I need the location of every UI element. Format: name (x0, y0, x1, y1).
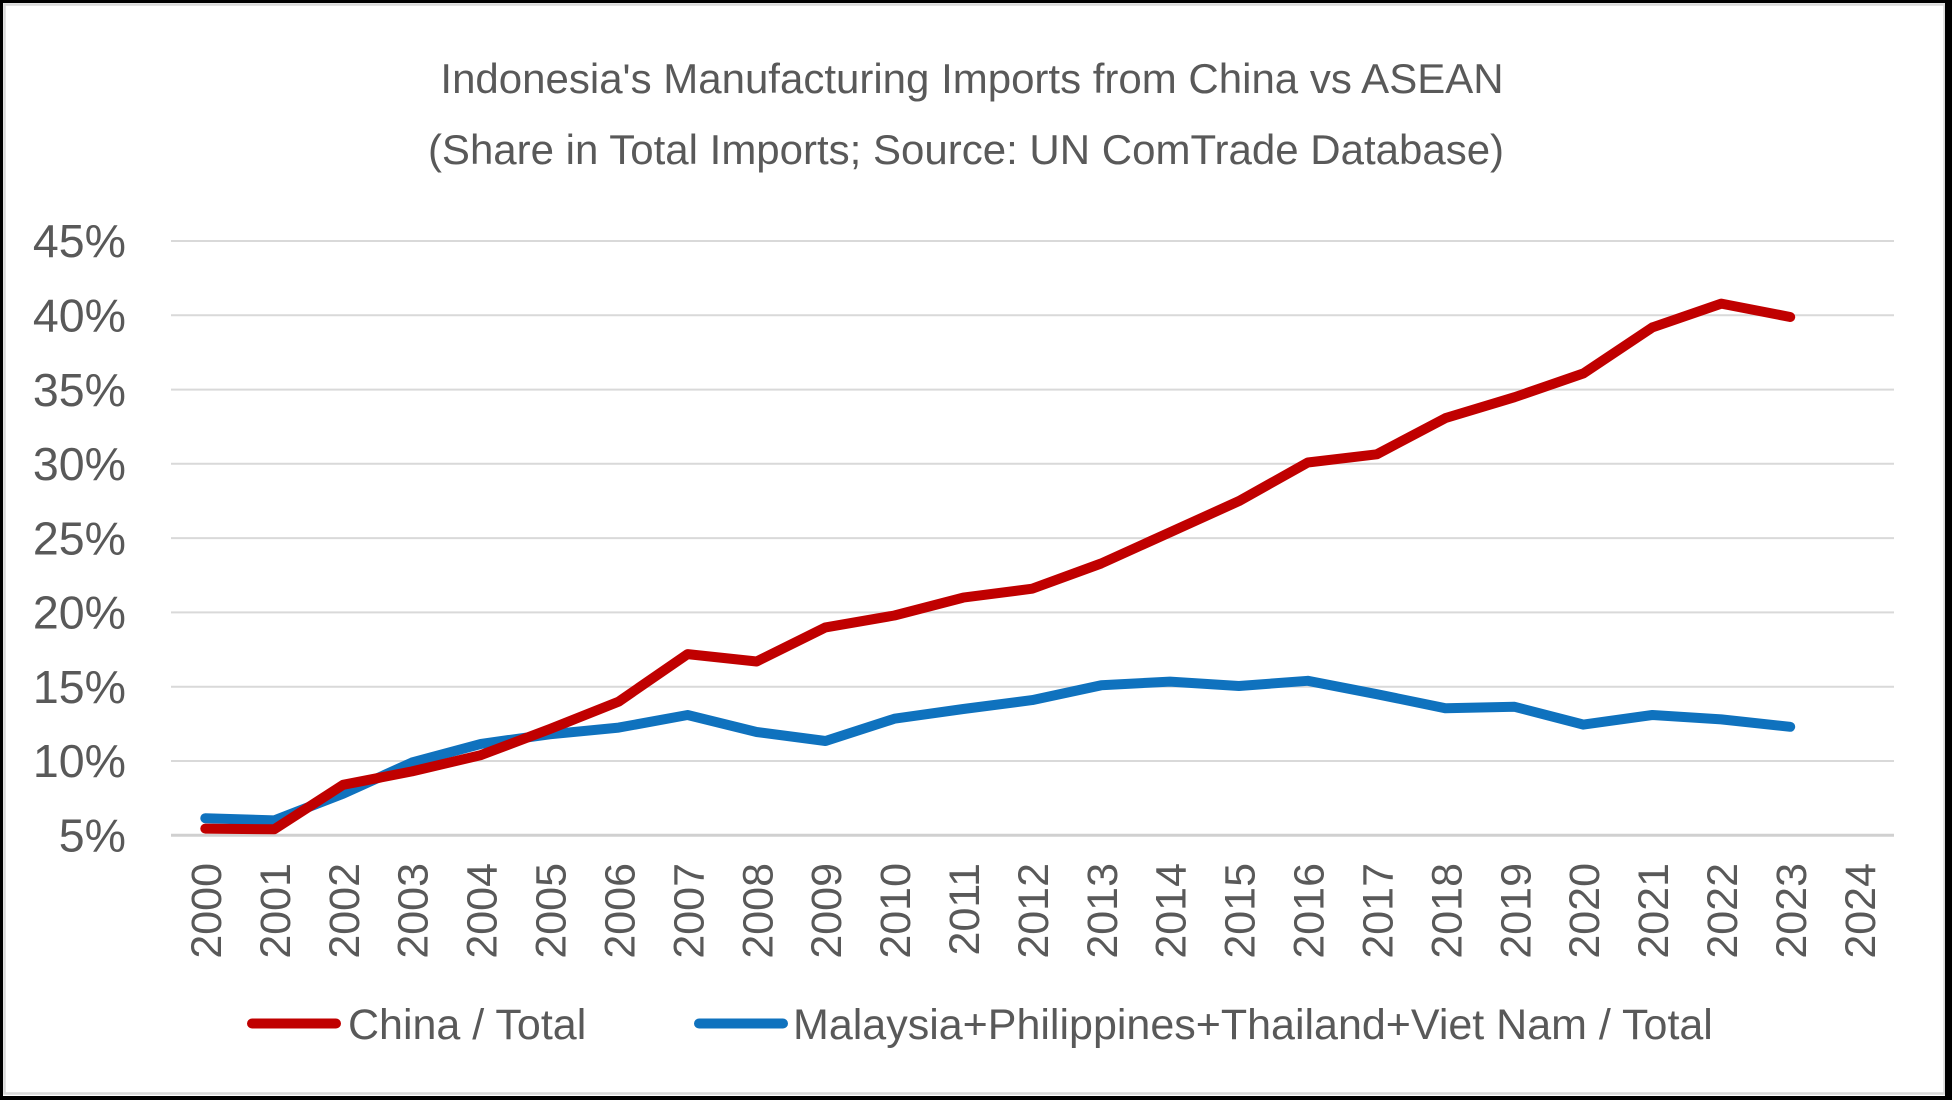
svg-text:15%: 15% (33, 661, 126, 713)
svg-text:2000: 2000 (183, 863, 231, 959)
svg-text:2016: 2016 (1286, 863, 1334, 959)
svg-text:2014: 2014 (1148, 863, 1196, 959)
svg-text:2001: 2001 (252, 863, 300, 959)
svg-text:45%: 45% (33, 215, 126, 267)
svg-text:China / Total: China / Total (348, 1001, 586, 1049)
svg-text:Indonesia's Manufacturing Impo: Indonesia's Manufacturing Imports from C… (440, 55, 1503, 102)
svg-text:10%: 10% (33, 735, 126, 787)
svg-text:2011: 2011 (941, 863, 989, 955)
svg-text:Malaysia+Philippines+Thailand+: Malaysia+Philippines+Thailand+Viet Nam /… (793, 1001, 1713, 1049)
svg-text:35%: 35% (33, 364, 126, 416)
svg-text:(Share in Total Imports; Sourc: (Share in Total Imports; Source: UN ComT… (428, 126, 1504, 173)
svg-text:2021: 2021 (1630, 863, 1678, 959)
svg-text:40%: 40% (33, 290, 126, 342)
svg-text:2005: 2005 (528, 863, 576, 959)
svg-text:2012: 2012 (1010, 863, 1058, 959)
svg-text:2020: 2020 (1561, 863, 1609, 959)
svg-text:2009: 2009 (803, 863, 851, 959)
svg-text:2008: 2008 (734, 863, 782, 959)
svg-text:2013: 2013 (1079, 863, 1127, 959)
svg-text:30%: 30% (33, 438, 126, 490)
svg-text:2004: 2004 (459, 863, 507, 959)
svg-text:2015: 2015 (1217, 863, 1265, 959)
svg-text:2019: 2019 (1492, 863, 1540, 959)
svg-text:2003: 2003 (390, 863, 438, 959)
svg-text:2022: 2022 (1699, 863, 1747, 959)
svg-text:2010: 2010 (872, 863, 920, 959)
svg-text:2006: 2006 (596, 863, 644, 959)
svg-text:2018: 2018 (1423, 863, 1471, 959)
svg-text:20%: 20% (33, 587, 126, 639)
svg-text:5%: 5% (59, 809, 126, 861)
svg-text:2007: 2007 (665, 863, 713, 959)
svg-text:2017: 2017 (1355, 863, 1403, 959)
svg-text:2024: 2024 (1837, 863, 1885, 959)
svg-text:2002: 2002 (321, 863, 369, 959)
svg-text:25%: 25% (33, 512, 126, 564)
svg-text:2023: 2023 (1768, 863, 1816, 959)
